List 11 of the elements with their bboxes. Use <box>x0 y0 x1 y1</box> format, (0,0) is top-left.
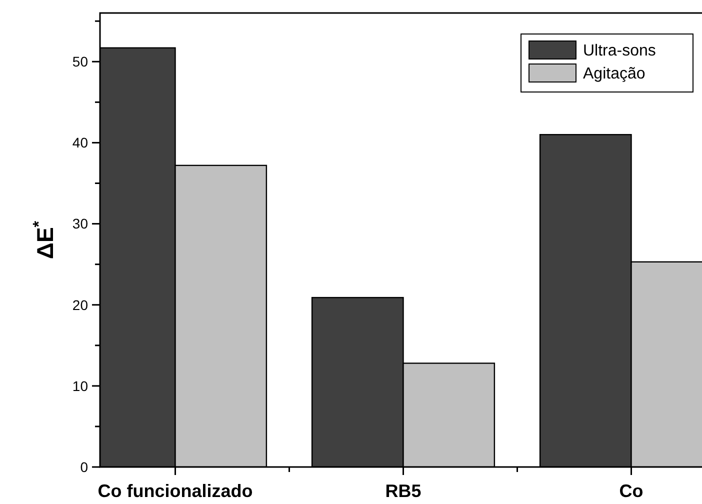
y-tick-label: 40 <box>72 134 88 151</box>
x-tick-label: RB5 <box>385 481 422 501</box>
legend-label: Agitação <box>583 66 646 83</box>
y-tick-label: 20 <box>72 296 88 313</box>
legend-label: Ultra-sons <box>583 42 656 60</box>
y-tick-label: 10 <box>72 378 88 394</box>
y-tick-label: 50 <box>72 54 88 70</box>
y-tick-label: 30 <box>72 216 88 232</box>
x-tick-label: Co funcionalizado <box>98 481 253 501</box>
x-tick-label: Co <box>619 481 644 501</box>
y-tick-label: 0 <box>80 458 88 475</box>
